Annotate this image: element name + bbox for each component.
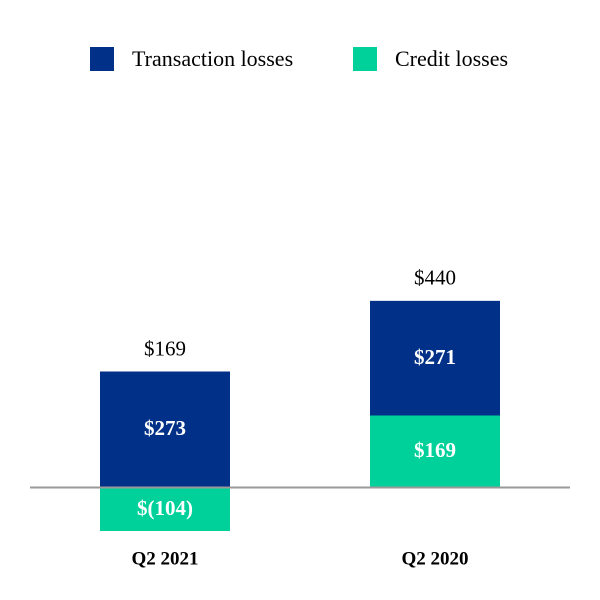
x-tick-label-q2-2021: Q2 2021 [131, 548, 198, 569]
bar-credit-losses-q2-2021 [100, 487, 230, 531]
legend-label-credit-losses: Credit losses [395, 46, 509, 71]
legend-label-transaction-losses: Transaction losses [132, 46, 294, 71]
data-label-credit-losses-q2-2021: $(104) [137, 496, 193, 520]
data-label-transaction-losses-q2-2021: $273 [144, 416, 186, 440]
legend-swatch-transaction-losses [90, 47, 114, 71]
total-label-q2-2020: $440 [414, 266, 456, 290]
x-tick-label-q2-2020: Q2 2020 [401, 548, 468, 569]
bar-transaction-losses-q2-2021 [100, 371, 230, 487]
chart-legend: Transaction losses Credit losses [0, 42, 600, 76]
legend-item-credit-losses: Credit losses [353, 42, 508, 76]
data-label-credit-losses-q2-2020: $169 [414, 438, 456, 462]
bar-credit-losses-q2-2020 [370, 415, 500, 487]
total-label-q2-2021: $169 [144, 336, 186, 360]
legend-swatch-credit-losses [353, 47, 377, 71]
bar-transaction-losses-q2-2020 [370, 300, 500, 416]
legend-item-transaction-losses: Transaction losses [90, 42, 293, 76]
data-label-transaction-losses-q2-2020: $271 [414, 345, 456, 369]
